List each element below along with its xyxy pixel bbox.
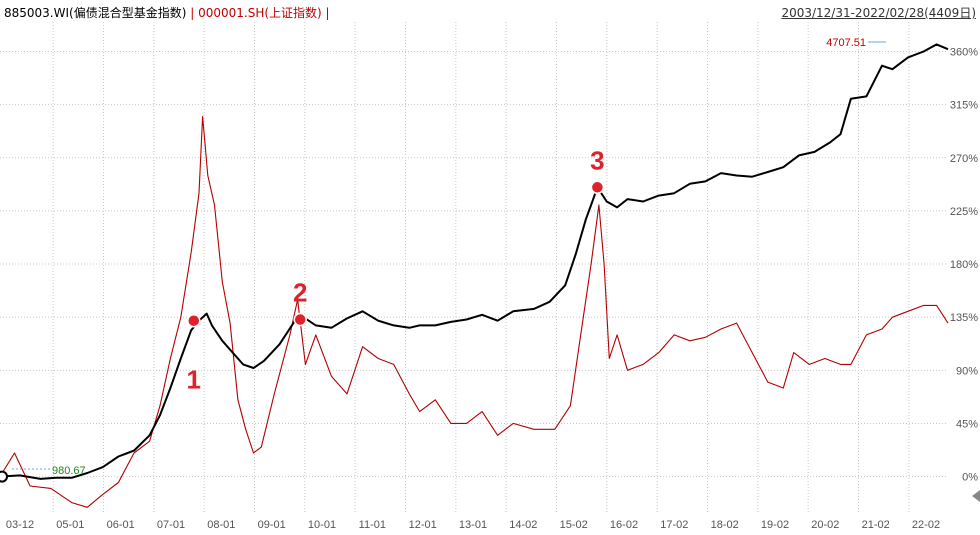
y-tick-label: 270% [950, 153, 978, 165]
event-marker-2[interactable] [293, 312, 307, 327]
event-marker-number-3: 3 [590, 145, 604, 175]
legend-trail-separator: | [321, 6, 330, 20]
end-value-label: 4707.51 [826, 37, 866, 49]
event-marker-3[interactable] [590, 180, 605, 195]
event-marker-1[interactable] [187, 313, 201, 328]
x-tick-label: 14-02 [509, 519, 537, 531]
y-tick-label: 0% [962, 472, 978, 484]
legend-series-shanghai-index[interactable]: 000001.SH(上证指数) [198, 6, 322, 20]
x-tick-label: 16-02 [610, 519, 638, 531]
y-tick-label: 225% [950, 206, 978, 218]
event-marker-number-1: 1 [187, 365, 201, 395]
event-marker-number-2: 2 [293, 278, 307, 308]
x-tick-label: 18-02 [711, 519, 739, 531]
series-layer [0, 43, 949, 508]
legend-separator: | [186, 6, 199, 20]
series-shanghai-line [0, 115, 949, 508]
y-tick-label: 45% [956, 418, 978, 430]
x-tick-label: 15-02 [560, 519, 588, 531]
x-tick-label: 09-01 [258, 519, 286, 531]
x-tick-label: 19-02 [761, 519, 789, 531]
y-axis-ticks: 0% 45% 90% 135% 180% 225% 270% 315% 360% [950, 47, 978, 484]
y-tick-label: 180% [950, 259, 978, 271]
chart-legend: 885003.WI(偏债混合型基金指数) | 000001.SH(上证指数) | [4, 4, 330, 21]
x-tick-label: 07-01 [157, 519, 185, 531]
x-tick-label: 21-02 [862, 519, 890, 531]
series-885003-line [0, 43, 949, 480]
x-tick-label: 06-01 [107, 519, 135, 531]
x-tick-label: 10-01 [308, 519, 336, 531]
x-tick-label: 13-01 [459, 519, 487, 531]
legend-series-885003[interactable]: 885003.WI(偏债混合型基金指数) [4, 6, 187, 20]
x-tick-label: 20-02 [811, 519, 839, 531]
y-tick-label: 135% [950, 312, 978, 324]
x-tick-label: 11-01 [359, 519, 386, 531]
x-tick-label: 12-01 [409, 519, 437, 531]
x-tick-label: 17-02 [660, 519, 688, 531]
marker-layer: 1 2 3 [0, 145, 605, 483]
start-point-marker [0, 470, 8, 483]
y-tick-label: 360% [950, 47, 978, 59]
y-tick-label: 315% [950, 100, 978, 112]
grid-layer [0, 22, 948, 512]
x-tick-label: 03-12 [6, 519, 34, 531]
x-tick-label: 08-01 [207, 519, 235, 531]
label-layer: 4707.51 980.67 [12, 37, 980, 502]
date-range-selector[interactable]: 2003/12/31-2022/02/28(4409日) [781, 6, 976, 20]
x-tick-label: 05-01 [56, 519, 84, 531]
x-tick-label: 22-02 [912, 519, 940, 531]
x-axis-ticks: 03-12 05-01 06-01 07-01 08-01 09-01 10-01 11-01… [6, 519, 940, 531]
base-value-label: 980.67 [52, 465, 86, 477]
scroll-right-icon[interactable] [972, 490, 980, 502]
y-tick-label: 90% [956, 365, 978, 377]
